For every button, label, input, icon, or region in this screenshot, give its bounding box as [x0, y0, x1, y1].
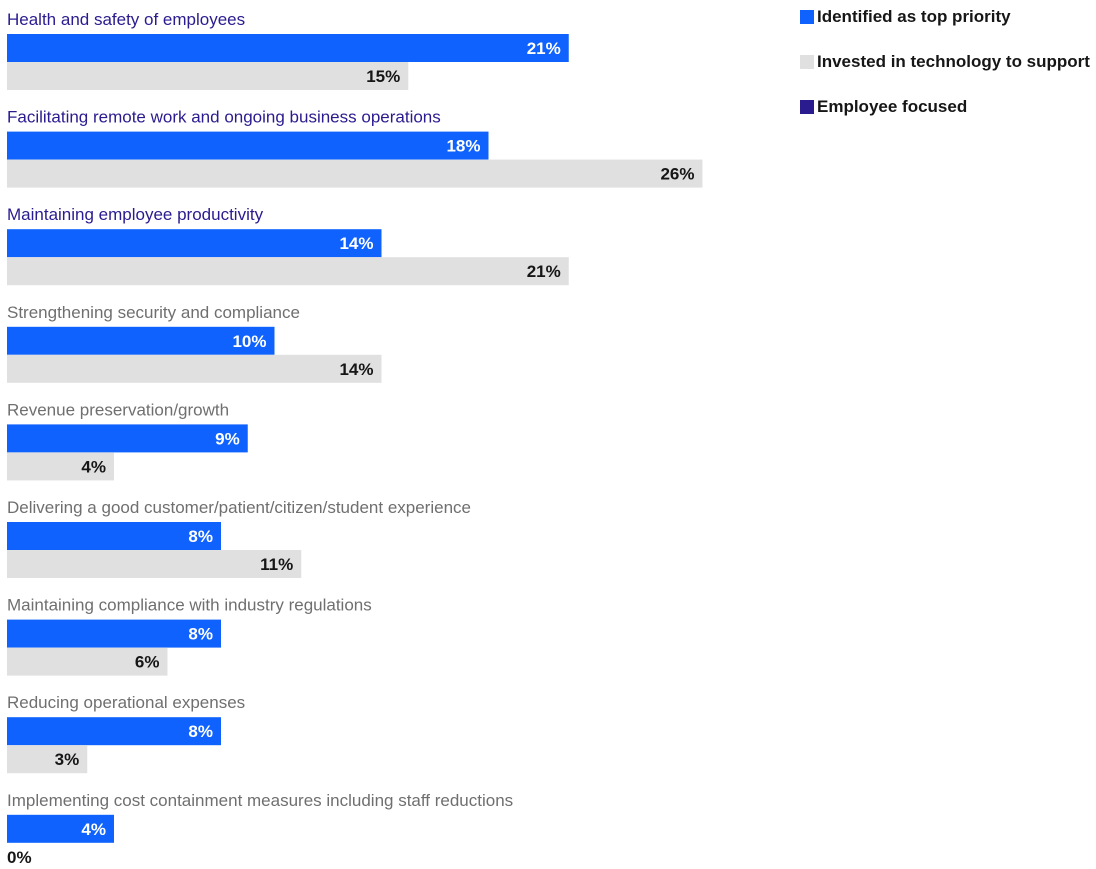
- bar-top-priority: [7, 131, 489, 160]
- legend-swatch-employee-focused: [800, 100, 814, 114]
- category-label: Strengthening security and compliance: [7, 303, 300, 322]
- category-label: Maintaining compliance with industry reg…: [7, 596, 372, 615]
- value-label-top-priority: 4%: [81, 820, 106, 839]
- category-group: Strengthening security and compliance 10%…: [7, 303, 382, 383]
- category-label: Health and safety of employees: [7, 10, 245, 29]
- legend-label-employee-focused: Employee focused: [817, 97, 968, 116]
- value-label-invested: 14%: [339, 360, 373, 379]
- category-label: Implementing cost containment measures i…: [7, 791, 513, 810]
- bar-invested: [7, 647, 168, 676]
- value-label-invested: 15%: [366, 67, 400, 86]
- bar-invested: [7, 745, 88, 774]
- value-label-top-priority: 10%: [232, 332, 266, 351]
- bar-top-priority: [7, 424, 248, 453]
- bar-top-priority: [7, 326, 275, 355]
- legend: Identified as top priority Invested in t…: [800, 6, 1090, 141]
- bar-invested: [7, 452, 114, 481]
- bar-top-priority: [7, 814, 114, 843]
- category-label: Maintaining employee productivity: [7, 205, 264, 224]
- bar-invested: [7, 257, 569, 286]
- legend-swatch-invested: [800, 55, 814, 69]
- legend-swatch-top-priority: [800, 10, 814, 24]
- legend-item-employee-focused: Employee focused: [800, 96, 1090, 118]
- value-label-invested: 4%: [81, 457, 106, 476]
- bar-top-priority: [7, 619, 221, 648]
- legend-item-top-priority: Identified as top priority: [800, 6, 1090, 28]
- value-label-top-priority: 8%: [188, 722, 213, 741]
- value-label-invested: 11%: [260, 555, 293, 574]
- value-label-invested: 26%: [660, 165, 694, 184]
- category-group: Maintaining employee productivity 14% 21%: [7, 205, 569, 286]
- category-label: Revenue preservation/growth: [7, 400, 229, 419]
- bar-invested: [7, 159, 703, 188]
- value-label-top-priority: 21%: [527, 39, 561, 58]
- value-label-invested: 6%: [135, 653, 160, 672]
- category-group: Reducing operational expenses 8% 3%: [7, 693, 245, 774]
- bar-invested: [7, 62, 409, 90]
- category-group: Facilitating remote work and ongoing bus…: [7, 108, 703, 188]
- category-group: Implementing cost containment measures i…: [7, 791, 513, 867]
- value-label-invested: 3%: [55, 750, 80, 769]
- value-label-invested: 21%: [527, 262, 561, 281]
- category-label: Delivering a good customer/patient/citiz…: [7, 498, 471, 517]
- bar-top-priority: [7, 34, 569, 62]
- bar-invested: [7, 354, 382, 383]
- value-label-top-priority: 9%: [215, 429, 240, 448]
- category-label: Facilitating remote work and ongoing bus…: [7, 108, 441, 127]
- value-label-top-priority: 18%: [446, 137, 480, 156]
- category-label: Reducing operational expenses: [7, 693, 245, 712]
- value-label-invested: 0%: [7, 848, 32, 867]
- value-label-top-priority: 8%: [188, 625, 213, 644]
- category-group: Health and safety of employees 21% 15%: [7, 10, 569, 90]
- category-group: Maintaining compliance with industry reg…: [7, 596, 372, 676]
- value-label-top-priority: 8%: [188, 527, 213, 546]
- bar-top-priority: [7, 717, 221, 746]
- category-group: Delivering a good customer/patient/citiz…: [7, 498, 471, 578]
- bar-top-priority: [7, 522, 221, 550]
- legend-label-invested: Invested in technology to support: [817, 52, 1090, 71]
- legend-item-invested: Invested in technology to support: [800, 51, 1090, 73]
- bar-invested: [7, 550, 302, 578]
- category-group: Revenue preservation/growth 9% 4%: [7, 400, 248, 481]
- legend-label-top-priority: Identified as top priority: [817, 7, 1011, 26]
- bar-top-priority: [7, 229, 382, 258]
- value-label-top-priority: 14%: [339, 234, 373, 253]
